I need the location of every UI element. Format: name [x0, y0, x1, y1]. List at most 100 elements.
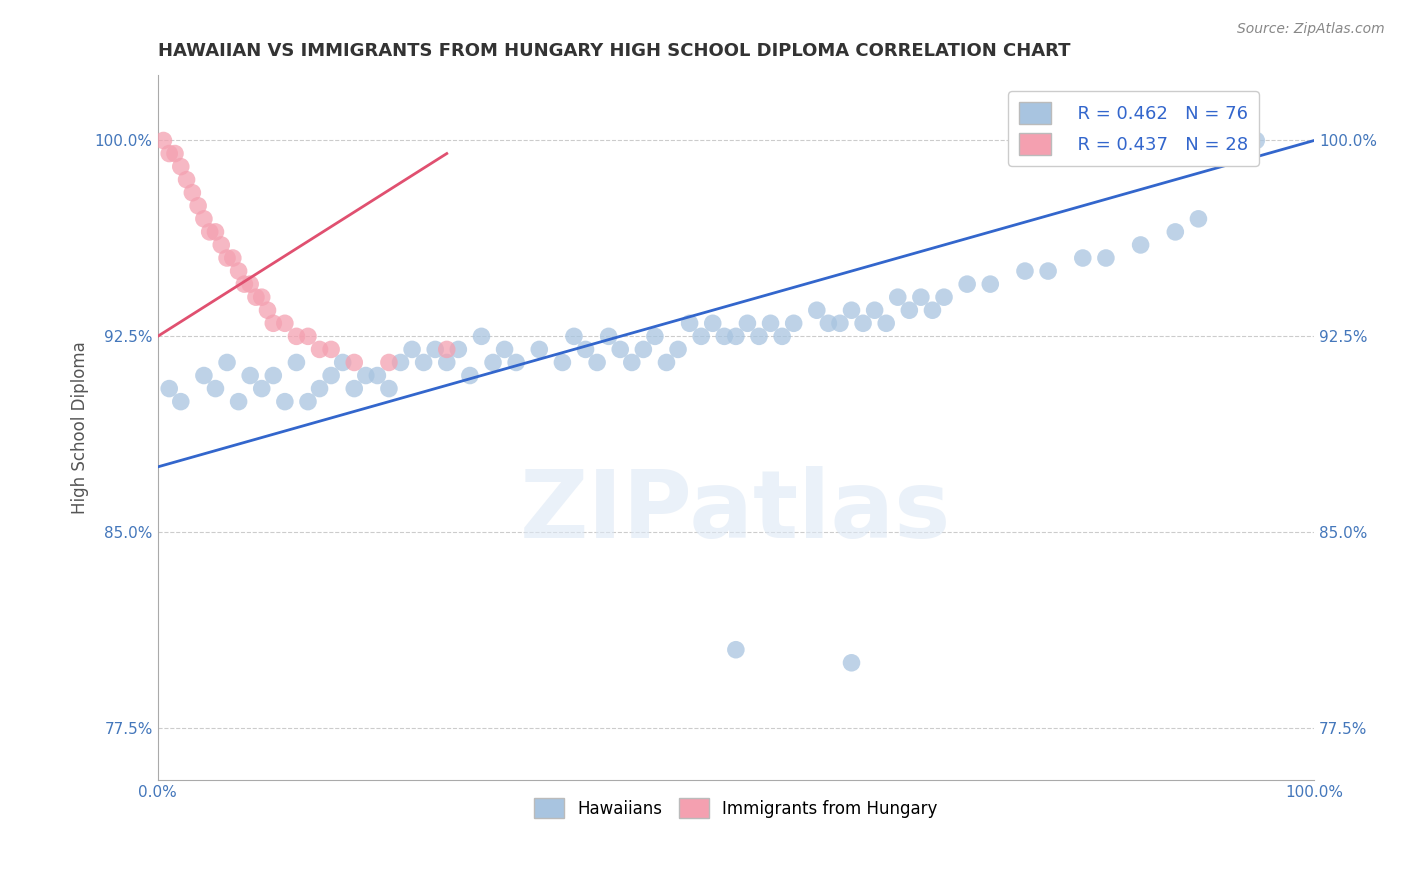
- Point: [1014, 264, 1036, 278]
- Point: [250, 382, 273, 396]
- Point: [713, 329, 735, 343]
- Y-axis label: High School Diploma: High School Diploma: [72, 342, 89, 514]
- Point: [783, 316, 806, 330]
- Point: [256, 303, 278, 318]
- Point: [366, 368, 388, 383]
- Point: [308, 343, 330, 357]
- Point: [956, 277, 979, 292]
- Point: [759, 316, 782, 330]
- Point: [378, 355, 401, 369]
- Point: [1095, 251, 1118, 265]
- Point: [852, 316, 875, 330]
- Point: [321, 368, 343, 383]
- Point: [170, 394, 193, 409]
- Point: [1071, 251, 1094, 265]
- Point: [332, 355, 354, 369]
- Point: [163, 146, 186, 161]
- Point: [297, 394, 319, 409]
- Point: [655, 355, 678, 369]
- Point: [505, 355, 527, 369]
- Point: [215, 355, 238, 369]
- Point: [748, 329, 770, 343]
- Point: [609, 343, 631, 357]
- Point: [157, 146, 180, 161]
- Point: [921, 303, 943, 318]
- Point: [841, 303, 863, 318]
- Point: [378, 382, 401, 396]
- Point: [620, 355, 643, 369]
- Point: [222, 251, 245, 265]
- Point: [297, 329, 319, 343]
- Point: [170, 160, 193, 174]
- Point: [321, 343, 343, 357]
- Point: [412, 355, 434, 369]
- Point: [562, 329, 585, 343]
- Point: [898, 303, 921, 318]
- Point: [274, 394, 297, 409]
- Point: [436, 343, 458, 357]
- Point: [1129, 238, 1152, 252]
- Point: [574, 343, 596, 357]
- Point: [285, 329, 308, 343]
- Legend: Hawaiians, Immigrants from Hungary: Hawaiians, Immigrants from Hungary: [527, 791, 945, 825]
- Point: [228, 264, 250, 278]
- Point: [389, 355, 412, 369]
- Point: [447, 343, 470, 357]
- Point: [343, 382, 366, 396]
- Point: [308, 382, 330, 396]
- Point: [239, 368, 262, 383]
- Point: [187, 199, 209, 213]
- Point: [979, 277, 1001, 292]
- Point: [285, 355, 308, 369]
- Point: [152, 134, 174, 148]
- Point: [598, 329, 620, 343]
- Point: [458, 368, 481, 383]
- Point: [1036, 264, 1059, 278]
- Point: [228, 394, 250, 409]
- Point: [436, 355, 458, 369]
- Point: [529, 343, 551, 357]
- Point: [204, 382, 226, 396]
- Point: [250, 290, 273, 304]
- Point: [482, 355, 505, 369]
- Point: [932, 290, 955, 304]
- Point: [863, 303, 886, 318]
- Point: [586, 355, 609, 369]
- Point: [806, 303, 828, 318]
- Point: [551, 355, 574, 369]
- Point: [841, 656, 863, 670]
- Point: [678, 316, 700, 330]
- Point: [910, 290, 932, 304]
- Point: [193, 368, 215, 383]
- Point: [262, 316, 284, 330]
- Point: [181, 186, 204, 200]
- Text: ZIPatlas: ZIPatlas: [520, 467, 952, 558]
- Point: [1244, 134, 1267, 148]
- Point: [425, 343, 447, 357]
- Point: [401, 343, 423, 357]
- Point: [157, 382, 180, 396]
- Point: [354, 368, 377, 383]
- Point: [176, 172, 198, 186]
- Point: [770, 329, 793, 343]
- Point: [274, 316, 297, 330]
- Point: [817, 316, 839, 330]
- Point: [887, 290, 910, 304]
- Point: [724, 642, 747, 657]
- Point: [828, 316, 851, 330]
- Point: [1187, 211, 1209, 226]
- Point: [633, 343, 655, 357]
- Point: [494, 343, 516, 357]
- Point: [262, 368, 284, 383]
- Point: [724, 329, 747, 343]
- Point: [233, 277, 256, 292]
- Point: [239, 277, 262, 292]
- Point: [737, 316, 759, 330]
- Point: [209, 238, 232, 252]
- Point: [470, 329, 492, 343]
- Point: [215, 251, 238, 265]
- Text: Source: ZipAtlas.com: Source: ZipAtlas.com: [1237, 22, 1385, 37]
- Point: [343, 355, 366, 369]
- Point: [193, 211, 215, 226]
- Point: [702, 316, 724, 330]
